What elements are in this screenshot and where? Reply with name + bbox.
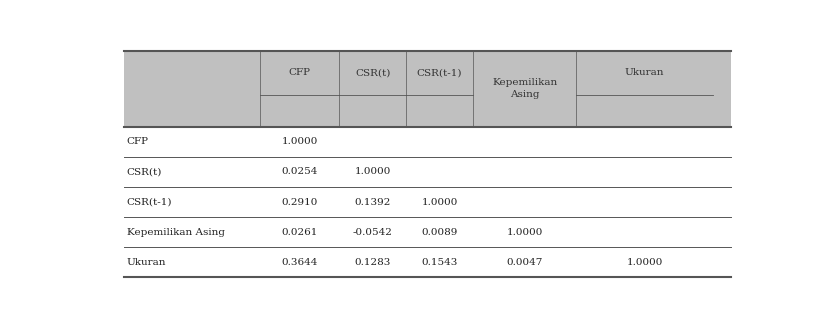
Text: 0.2910: 0.2910	[282, 197, 318, 206]
Text: Kepemilikan
Asing: Kepemilikan Asing	[492, 78, 557, 99]
Text: 1.0000: 1.0000	[354, 167, 391, 176]
Text: Kepemilikan Asing: Kepemilikan Asing	[127, 228, 225, 237]
Text: 1.0000: 1.0000	[421, 197, 458, 206]
Text: CSR(t): CSR(t)	[127, 167, 163, 176]
Text: 0.1543: 0.1543	[421, 258, 458, 267]
Text: 0.0047: 0.0047	[506, 258, 543, 267]
Text: CSR(t-1): CSR(t-1)	[127, 197, 173, 206]
Text: 0.0261: 0.0261	[282, 228, 318, 237]
Text: 1.0000: 1.0000	[506, 228, 543, 237]
Text: 0.1283: 0.1283	[354, 258, 391, 267]
Text: Ukuran: Ukuran	[625, 68, 665, 77]
Text: CFP: CFP	[289, 68, 311, 77]
Text: 0.1392: 0.1392	[354, 197, 391, 206]
Text: CSR(t-1): CSR(t-1)	[417, 68, 462, 77]
Text: CFP: CFP	[127, 137, 149, 146]
Text: -0.0542: -0.0542	[353, 228, 393, 237]
Text: Ukuran: Ukuran	[127, 258, 166, 267]
Bar	[123, 51, 731, 127]
Text: 1.0000: 1.0000	[626, 258, 663, 267]
Text: 0.0254: 0.0254	[282, 167, 318, 176]
Text: 1.0000: 1.0000	[282, 137, 318, 146]
Text: 0.3644: 0.3644	[282, 258, 318, 267]
Text: CSR(t): CSR(t)	[355, 68, 390, 77]
Text: 0.0089: 0.0089	[421, 228, 458, 237]
